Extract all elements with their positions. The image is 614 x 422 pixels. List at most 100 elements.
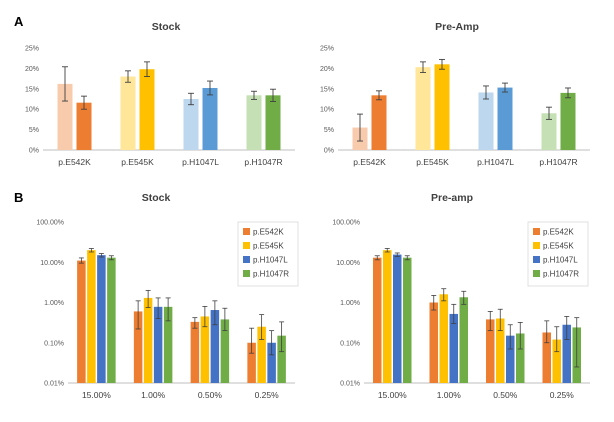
x-tick-label: 0.50% (493, 390, 518, 400)
y-tick-label: 0.10% (340, 340, 360, 347)
y-tick-label: 0% (324, 148, 334, 155)
x-tick-label: 15.00% (82, 390, 111, 400)
bar (383, 250, 392, 383)
bar (449, 313, 458, 383)
panel-letter-a: A (14, 14, 24, 29)
y-tick-label: 20% (320, 66, 334, 73)
bar (439, 294, 448, 383)
legend-swatch (533, 228, 540, 235)
chart-stock-linear: Stock 0% 5% 10% 15% 20% 25% p.E542K p.E545K p.H1… (25, 21, 295, 167)
bar (190, 321, 200, 383)
legend-swatch (533, 256, 540, 263)
chart-title: Pre-amp (431, 192, 473, 204)
y-tick-label: 15% (25, 86, 39, 93)
bar (541, 113, 557, 150)
x-tick-label: 0.25% (550, 390, 575, 400)
bar (107, 257, 116, 383)
y-tick-label: 100.00% (332, 220, 360, 227)
bar (478, 92, 494, 150)
bar (220, 319, 230, 383)
bar (429, 302, 438, 383)
bar (393, 254, 402, 383)
bar (506, 335, 515, 383)
bar (373, 257, 382, 383)
y-tick-label: 5% (29, 127, 39, 134)
y-tick-label: 0.10% (44, 340, 64, 347)
legend-label: p.E542K (543, 228, 574, 237)
bar (153, 306, 163, 383)
x-tick-label: p.H1047L (182, 157, 219, 167)
bar (247, 342, 256, 383)
chart-title: Stock (142, 192, 171, 204)
x-tick-label: p.E545K (416, 157, 449, 167)
bar (265, 95, 281, 150)
x-tick-label: 1.00% (437, 390, 462, 400)
legend-swatch (533, 242, 540, 249)
bar (371, 95, 387, 150)
chart-preamp-linear: Pre-Amp 0% 5% 10% 15% 20% 25% p.E542K p.E545K p.… (320, 21, 590, 167)
bar (516, 333, 525, 383)
y-tick-label: 15% (320, 86, 334, 93)
bar (415, 67, 431, 150)
legend-label: p.H1047L (543, 256, 578, 265)
y-tick-label: 0.01% (340, 381, 360, 388)
bar (267, 342, 276, 383)
bar (542, 332, 551, 383)
legend-label: p.H1047R (543, 270, 579, 279)
bar (120, 76, 136, 150)
legend-swatch (243, 270, 250, 277)
bar (76, 102, 92, 150)
bar (486, 319, 495, 383)
chart-stock-log: Stock 0.01% 0.10% 1.00% 10.00% 100.00% 15.00%… (36, 192, 299, 400)
chart-title: Stock (152, 21, 181, 33)
y-tick-label: 25% (320, 46, 334, 53)
bar (403, 257, 412, 383)
y-tick-label: 0.01% (44, 381, 64, 388)
y-tick-label: 20% (25, 66, 39, 73)
legend-swatch (243, 242, 250, 249)
legend-label: p.E545K (543, 242, 574, 251)
bar (97, 255, 106, 383)
x-tick-label: p.E542K (58, 157, 91, 167)
bar (200, 316, 210, 383)
bar (560, 92, 576, 150)
y-tick-label: 0% (29, 148, 39, 155)
bar (257, 326, 266, 383)
bar (459, 297, 468, 383)
y-tick-label: 10.00% (336, 260, 360, 267)
bar (163, 306, 173, 383)
bar (246, 95, 262, 150)
bar (434, 64, 450, 150)
y-tick-label: 10.00% (40, 260, 64, 267)
legend-label: p.H1047L (253, 256, 288, 265)
bar (562, 324, 571, 383)
y-tick-label: 10% (320, 107, 334, 114)
legend-label: p.H1047R (253, 270, 289, 279)
y-tick-label: 100.00% (36, 220, 64, 227)
bar (57, 83, 73, 150)
chart-title: Pre-Amp (435, 21, 479, 33)
bar (277, 335, 286, 383)
y-tick-label: 10% (25, 107, 39, 114)
bar (202, 87, 218, 150)
chart-preamp-log: Pre-amp 0.01% 0.10% 1.00% 10.00% 100.00% 15.0… (332, 192, 590, 400)
bar (496, 318, 505, 383)
x-tick-label: p.H1047R (244, 157, 282, 167)
y-tick-label: 1.00% (340, 300, 360, 307)
bar (87, 250, 96, 383)
legend-label: p.E545K (253, 242, 284, 251)
bar (183, 99, 199, 150)
x-tick-label: p.E545K (121, 157, 154, 167)
x-tick-label: 0.50% (198, 390, 223, 400)
legend-swatch (243, 228, 250, 235)
x-tick-label: p.H1047R (539, 157, 577, 167)
bar (133, 311, 143, 383)
x-tick-label: p.E542K (353, 157, 386, 167)
x-tick-label: p.H1047L (477, 157, 514, 167)
legend-swatch (243, 256, 250, 263)
legend-label: p.E542K (253, 228, 284, 237)
bar (143, 297, 153, 383)
bar (77, 260, 86, 383)
legend-swatch (533, 270, 540, 277)
